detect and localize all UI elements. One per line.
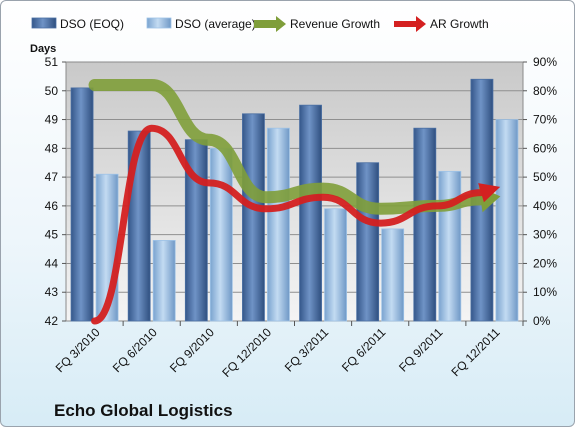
y2-tick-label: 50%: [533, 170, 557, 184]
bar-dso-average: [209, 147, 233, 322]
bar-dso-eoq: [356, 162, 380, 322]
legend-label-ar-growth: AR Growth: [430, 17, 489, 31]
legend-swatch-dso-eoq: [31, 17, 57, 29]
y2-tick-label: 90%: [533, 55, 557, 69]
legend-label-dso-eoq: DSO (EOQ): [60, 17, 124, 31]
y-tick-label: 45: [45, 228, 59, 242]
y2-tick-label: 40%: [533, 199, 557, 213]
legend: DSO (EOQ) DSO (average) Revenue Growth AR G…: [31, 16, 489, 32]
y-tick-label: 50: [45, 84, 59, 98]
legend-swatch-dso-average: [146, 17, 172, 29]
y2-tick-label: 80%: [533, 84, 557, 98]
bar-dso-eoq: [413, 127, 437, 322]
y2-tick-label: 70%: [533, 113, 557, 127]
legend-arrow-ar-growth: [416, 16, 426, 32]
x-tick-label: FQ 3/2010: [53, 325, 103, 375]
y-tick-label: 44: [45, 256, 59, 270]
bar-dso-average: [381, 228, 405, 322]
x-tick-label: FQ 6/2010: [110, 325, 160, 375]
bar-dso-average: [152, 240, 176, 322]
y-tick-label: 47: [45, 170, 59, 184]
y-tick-label: 51: [45, 55, 59, 69]
bar-dso-average: [495, 119, 519, 322]
x-tick-label: FQ 12/2011: [448, 325, 502, 379]
x-tick-label: FQ 9/2011: [396, 325, 446, 375]
y-tick-label: 48: [45, 141, 59, 155]
legend-label-revenue-growth: Revenue Growth: [290, 17, 380, 31]
y2-tick-label: 10%: [533, 285, 557, 299]
y-tick-label: 42: [45, 314, 59, 328]
legend-arrow-revenue-growth: [276, 16, 286, 32]
x-tick-label: FQ 6/2011: [339, 325, 389, 375]
y2-tick-label: 60%: [533, 141, 557, 155]
y-tick-label: 43: [45, 285, 59, 299]
legend-label-dso-average: DSO (average): [175, 17, 256, 31]
x-tick-label: FQ 3/2011: [282, 325, 332, 375]
bar-dso-average: [267, 127, 290, 322]
x-tick-label: FQ 9/2010: [167, 325, 217, 375]
y2-tick-label: 30%: [533, 228, 557, 242]
ar-growth-arrowhead: [478, 183, 501, 203]
bar-dso-eoq: [70, 87, 94, 322]
trend-lines: [88, 79, 501, 325]
y-tick-label: 49: [45, 113, 59, 127]
y2-tick-label: 0%: [533, 314, 551, 328]
company-name: Echo Global Logistics: [54, 401, 233, 420]
bar-dso-average: [438, 170, 462, 322]
y2-tick-label: 20%: [533, 256, 557, 270]
bar-dso-average: [324, 208, 347, 322]
ar-growth-line: [91, 124, 485, 325]
y-tick-label: 46: [45, 199, 59, 213]
x-tick-label: FQ 12/2010: [219, 325, 274, 380]
bar-dso-eoq: [299, 104, 322, 322]
bar-dso-eoq: [242, 113, 265, 322]
y-axis-title: Days: [30, 43, 56, 55]
